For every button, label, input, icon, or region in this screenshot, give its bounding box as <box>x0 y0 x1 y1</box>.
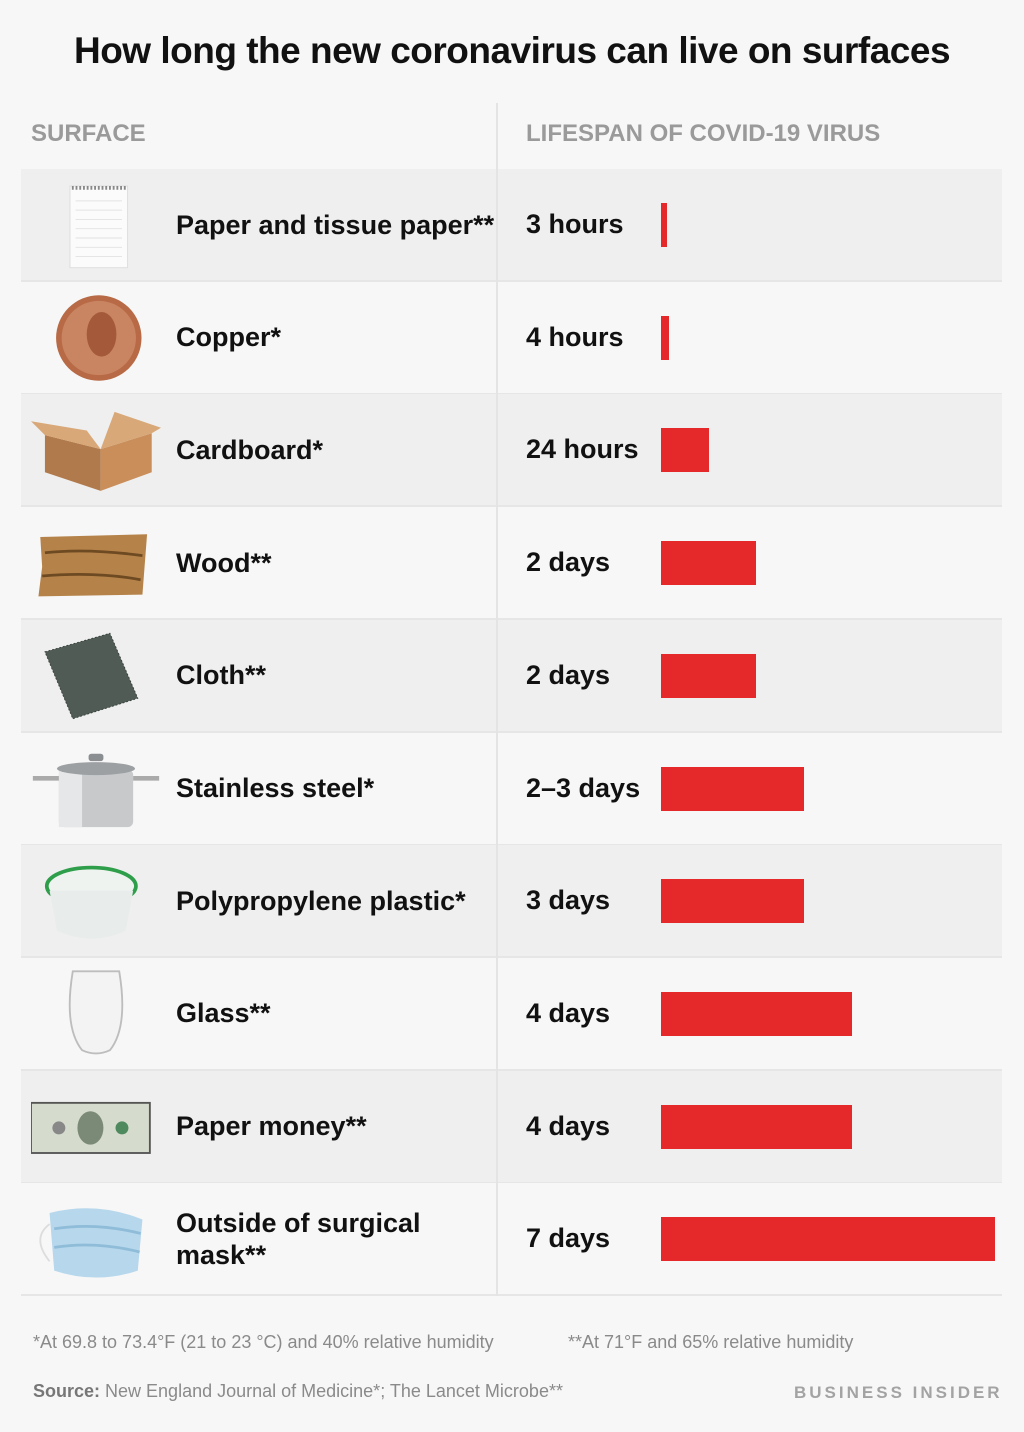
surface-label: Glass** <box>176 998 271 1029</box>
plastic-container-icon <box>44 865 138 939</box>
lifespan-label: 24 hours <box>526 434 639 465</box>
table-row: Polypropylene plastic* 3 days <box>21 845 1002 959</box>
source-text: New England Journal of Medicine*; The La… <box>100 1381 563 1401</box>
surface-label: Paper and tissue paper** <box>176 209 495 240</box>
glass-icon <box>68 970 124 1055</box>
lifespan-bar <box>661 766 805 811</box>
surface-label: Outside of surgical mask** <box>176 1207 421 1270</box>
table-row: Paper and tissue paper** 3 hours <box>21 169 1002 282</box>
surface-label: Stainless steel* <box>176 773 375 803</box>
lifespan-bar <box>661 879 805 924</box>
surgical-mask-icon <box>39 1208 143 1278</box>
table-row: Wood** 2 days <box>21 507 1002 621</box>
surface-label: Wood** <box>176 547 272 578</box>
surface-label: Copper* <box>176 322 282 353</box>
steel-pot-icon <box>32 753 160 827</box>
lifespan-bar <box>661 541 757 586</box>
footnote-double: **At 71°F and 65% relative humidity <box>568 1332 854 1352</box>
surface-label: Cardboard* <box>176 434 324 465</box>
lifespan-bar <box>661 1217 995 1262</box>
lifespan-bar <box>661 653 757 698</box>
lifespan-bar <box>661 991 852 1036</box>
source-label: Source: <box>33 1381 101 1401</box>
chart-title: How long the new coronavirus can live on… <box>73 30 951 71</box>
column-divider <box>496 103 498 1296</box>
cloth-swatch-icon <box>44 632 139 720</box>
table-row: Cloth** 2 days <box>21 619 1002 733</box>
brand-logo: BUSINESS INSIDER <box>794 1383 1003 1402</box>
lifespan-bar <box>661 1104 852 1149</box>
lifespan-bar <box>661 428 709 473</box>
lifespan-bar <box>661 203 667 247</box>
lifespan-label: 2 days <box>526 659 611 690</box>
table-row: Paper money** 4 days <box>21 1070 1002 1184</box>
table-row: Cardboard* 24 hours <box>21 394 1002 508</box>
footnote-single: *At 69.8 to 73.4°F (21 to 23 °C) and 40%… <box>33 1332 494 1352</box>
surface-label: Paper money** <box>176 1111 367 1142</box>
lifespan-label: 4 days <box>526 997 611 1028</box>
notepad-icon <box>69 185 129 269</box>
lifespan-label: 2–3 days <box>526 772 641 803</box>
lifespan-label: 3 days <box>526 885 611 916</box>
lifespan-label: 2 days <box>526 547 611 578</box>
lifespan-bar <box>661 315 669 360</box>
lifespan-label: 4 hours <box>526 321 624 352</box>
column-header-lifespan: LIFESPAN OF COVID-19 VIRUS <box>526 120 881 147</box>
column-header-surface: SURFACE <box>31 120 146 147</box>
source-line: Source: New England Journal of Medicine*… <box>33 1381 563 1402</box>
dollar-bill-icon <box>31 1101 151 1154</box>
wood-plank-icon <box>38 534 148 597</box>
table-row: Copper* 4 hours <box>21 281 1002 395</box>
lifespan-label: 4 days <box>526 1110 611 1141</box>
table-row: Glass** 4 days <box>21 957 1002 1071</box>
lifespan-label: 7 days <box>526 1223 611 1254</box>
surface-label: Polypropylene plastic* <box>176 885 466 916</box>
surface-label: Cloth** <box>176 660 266 691</box>
penny-icon <box>56 294 142 381</box>
lifespan-label: 3 hours <box>526 209 624 239</box>
table-row: Outside of surgical mask** 7 days <box>21 1183 1002 1297</box>
table-row: Stainless steel* 2–3 days <box>21 732 1002 846</box>
cardboard-box-icon <box>31 412 161 492</box>
